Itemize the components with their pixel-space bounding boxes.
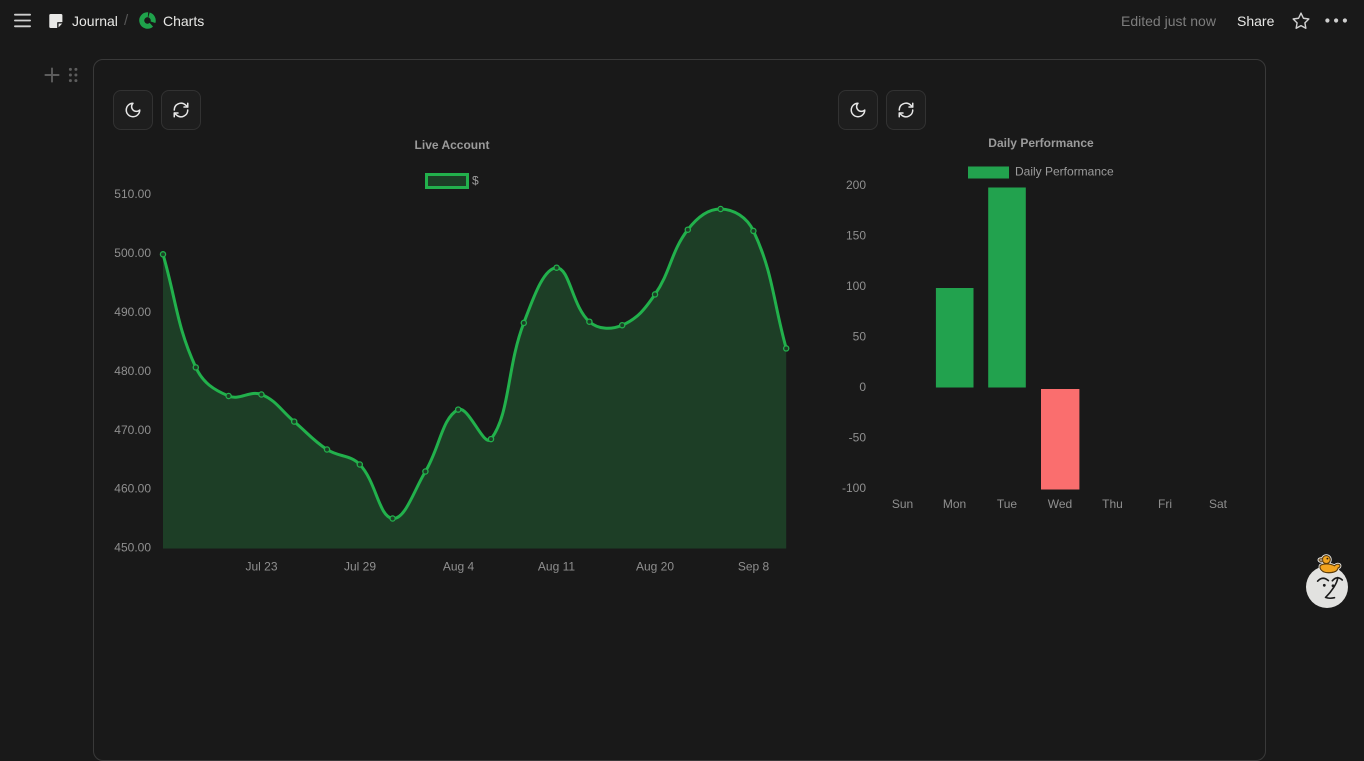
svg-text:Daily Performance: Daily Performance xyxy=(988,136,1094,150)
svg-text:510.00: 510.00 xyxy=(114,187,151,201)
svg-text:50: 50 xyxy=(853,330,867,344)
svg-text:-50: -50 xyxy=(849,431,867,445)
svg-text:Thu: Thu xyxy=(1102,497,1123,511)
svg-text:200: 200 xyxy=(846,178,866,192)
svg-text:Wed: Wed xyxy=(1048,497,1072,511)
svg-text:Aug 20: Aug 20 xyxy=(636,560,674,574)
svg-text:480.00: 480.00 xyxy=(114,364,151,378)
svg-text:470.00: 470.00 xyxy=(114,423,151,437)
svg-text:490.00: 490.00 xyxy=(114,305,151,319)
svg-text:150: 150 xyxy=(846,229,866,243)
svg-text:Sat: Sat xyxy=(1209,497,1228,511)
svg-text:Tue: Tue xyxy=(997,497,1018,511)
svg-text:-100: -100 xyxy=(842,481,866,495)
svg-text:460.00: 460.00 xyxy=(114,482,151,496)
svg-text:0: 0 xyxy=(859,380,866,394)
svg-text:Sun: Sun xyxy=(892,497,913,511)
svg-text:450.00: 450.00 xyxy=(114,541,151,555)
svg-text:500.00: 500.00 xyxy=(114,246,151,260)
svg-text:Daily Performance: Daily Performance xyxy=(1015,165,1114,179)
svg-text:100: 100 xyxy=(846,279,866,293)
svg-text:$: $ xyxy=(472,174,479,188)
svg-text:Aug 11: Aug 11 xyxy=(538,560,575,574)
svg-text:Aug 4: Aug 4 xyxy=(443,560,475,574)
svg-text:Mon: Mon xyxy=(943,497,966,511)
svg-text:Fri: Fri xyxy=(1158,497,1172,511)
svg-text:Sep 8: Sep 8 xyxy=(738,560,770,574)
svg-text:Live Account: Live Account xyxy=(415,138,490,152)
svg-text:Jul 23: Jul 23 xyxy=(245,560,277,574)
svg-text:Jul 29: Jul 29 xyxy=(344,560,376,574)
